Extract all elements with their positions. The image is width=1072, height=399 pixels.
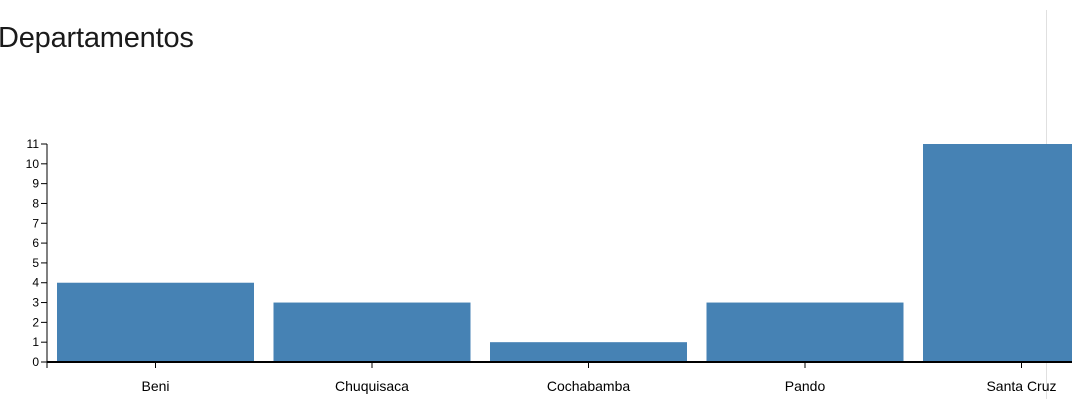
page-title: Departamentos (0, 22, 194, 54)
y-tick-label: 10 (26, 157, 40, 171)
y-tick-label: 0 (32, 355, 39, 369)
bar-chuquisaca[interactable] (273, 302, 471, 362)
y-axis: 0 1 2 3 4 5 6 7 8 9 10 11 (26, 137, 48, 369)
x-tick-label: Beni (141, 378, 169, 394)
y-tick-label: 8 (32, 196, 39, 210)
x-tick-label: Chuquisaca (335, 378, 409, 394)
y-tick-label: 1 (32, 335, 39, 349)
y-tick-label: 9 (32, 177, 39, 191)
y-tick-label: 6 (32, 236, 39, 250)
x-tick-label: Pando (785, 378, 826, 394)
y-tick-label: 3 (32, 296, 39, 310)
bars (57, 144, 1072, 362)
bar-santa-cruz[interactable] (923, 144, 1072, 362)
bar-pando[interactable] (706, 302, 904, 362)
x-tick-label: Cochabamba (547, 378, 630, 394)
bar-cochabamba[interactable] (490, 342, 687, 362)
bar-beni[interactable] (57, 282, 254, 362)
y-tick-label: 2 (32, 315, 39, 329)
y-tick-label: 7 (32, 216, 39, 230)
y-tick-label: 4 (32, 276, 39, 290)
x-axis: Beni Chuquisaca Cochabamba Pando Santa Cruz (47, 361, 1072, 394)
y-tick-label: 5 (32, 256, 39, 270)
x-tick-label: Santa Cruz (986, 378, 1056, 394)
y-tick-label: 11 (27, 137, 40, 151)
